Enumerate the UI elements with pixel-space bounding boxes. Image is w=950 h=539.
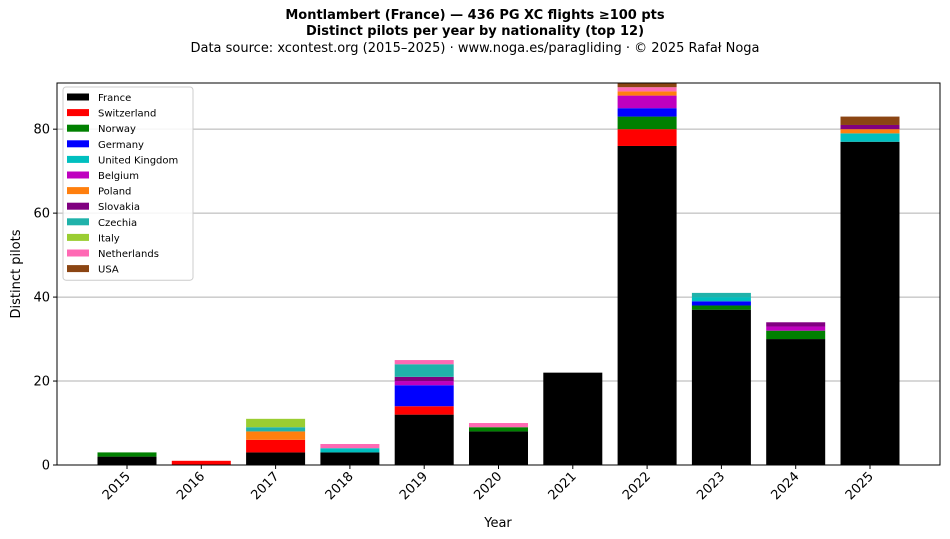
y-tick-label: 40 (33, 291, 50, 306)
x-tick-label: 2022 (620, 469, 654, 503)
legend-swatch (67, 233, 89, 241)
legend-swatch (67, 140, 89, 148)
legend-swatch (67, 109, 89, 117)
bar-segment (320, 444, 380, 449)
y-tick-label: 20 (33, 375, 50, 390)
bar-segment (617, 129, 677, 146)
bar-segment (320, 448, 380, 453)
legend-frame (62, 86, 194, 281)
y-tick-label: 0 (42, 459, 50, 474)
bar-segment (766, 326, 826, 331)
bar-segment (766, 330, 826, 340)
bar-segment (691, 305, 751, 310)
title-block: Montlambert (France) — 436 PG XC flights… (0, 8, 950, 58)
bar-segment (691, 309, 751, 465)
bar-segment (766, 339, 826, 465)
bar-segment (617, 145, 677, 465)
x-tick-label: 2024 (769, 469, 803, 503)
bar-segment (691, 297, 751, 302)
x-tick-label: 2018 (323, 469, 357, 503)
bar-segment (246, 439, 306, 453)
legend-label: United Kingdom (98, 155, 178, 166)
legend-label: Slovakia (98, 202, 140, 213)
bar-segment (617, 87, 677, 92)
chart-title: Montlambert (France) — 436 PG XC flights… (285, 8, 665, 23)
x-tick-label: 2020 (471, 469, 505, 503)
legend-label: Italy (98, 233, 120, 244)
x-tick-label: 2025 (843, 469, 877, 503)
legend-label: Czechia (98, 218, 137, 229)
legend-label: USA (98, 265, 119, 276)
bar-segment (543, 372, 603, 465)
bar-segment (617, 83, 677, 88)
legend-swatch (67, 124, 89, 132)
bar-segment (840, 116, 900, 125)
x-tick-label: 2017 (248, 469, 282, 503)
legend-swatch (67, 265, 89, 273)
bar-segment (394, 364, 454, 377)
bar-segment (246, 452, 306, 465)
legend-swatch (67, 93, 89, 101)
y-axis-label: Distinct pilots (9, 229, 24, 318)
bar-segment (394, 414, 454, 465)
legend-swatch (67, 187, 89, 195)
bar-segment (617, 116, 677, 130)
legend-label: France (98, 93, 131, 104)
bar-segment (691, 292, 751, 298)
y-axis: 0 20 40 60 80 (33, 123, 57, 474)
bar-segment (97, 456, 157, 465)
bar-segment (469, 427, 528, 432)
x-tick-label: 2023 (694, 469, 728, 503)
legend-label: Germany (98, 140, 144, 151)
bar-segment (469, 431, 528, 465)
x-tick-label: 2019 (397, 469, 431, 503)
legend-swatch (67, 155, 89, 163)
bar-segment (469, 423, 528, 428)
bar-segment (394, 406, 454, 415)
legend-label: Belgium (98, 171, 139, 182)
chart-source: Data source: xcontest.org (2015–2025) · … (190, 41, 760, 56)
legend-label: Switzerland (98, 109, 156, 120)
bar-segment (691, 301, 751, 306)
bar-segment (840, 129, 900, 134)
bar-segment (394, 385, 454, 407)
bar-segment (246, 427, 306, 432)
bar-segment (766, 322, 826, 327)
bar-segment (840, 141, 900, 465)
bar-segment (840, 124, 900, 130)
legend-swatch (67, 249, 89, 257)
legend-swatch (67, 171, 89, 179)
legend-label: Norway (98, 124, 136, 135)
bars (97, 83, 900, 465)
bar-segment (97, 452, 157, 457)
x-tick-label: 2015 (100, 469, 134, 503)
legend-swatch (67, 202, 89, 210)
bar-segment (320, 452, 380, 465)
bar-segment (394, 360, 454, 365)
x-axis: 2015 2016 2017 2018 2019 2020 2021 2022 2023 2024… (100, 465, 877, 503)
legend: France Switzerland Norway Germany United Kin… (62, 86, 194, 281)
bar-segment (246, 418, 306, 428)
legend-label: Netherlands (98, 249, 159, 260)
bar-segment (617, 91, 677, 96)
x-tick-label: 2021 (546, 469, 580, 503)
bar-segment (617, 108, 677, 117)
y-tick-label: 80 (33, 123, 50, 138)
legend-swatch (67, 218, 89, 226)
bar-segment (171, 460, 231, 465)
bar-segment (840, 133, 900, 142)
x-tick-label: 2016 (174, 469, 208, 503)
bar-segment (394, 381, 454, 386)
legend-label: Poland (98, 187, 131, 198)
bar-segment (246, 431, 306, 440)
x-axis-label: Year (483, 516, 512, 531)
chart-subtitle: Distinct pilots per year by nationality … (305, 24, 645, 39)
bar-segment (617, 95, 677, 109)
y-tick-label: 60 (33, 207, 50, 222)
bar-segment (394, 376, 454, 382)
